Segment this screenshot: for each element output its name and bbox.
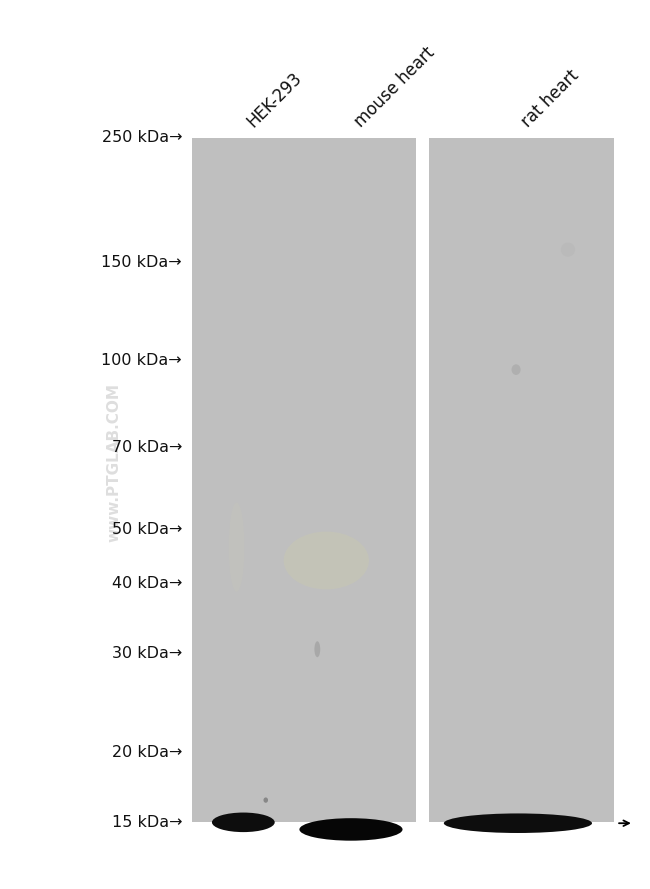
Text: 150 kDa→: 150 kDa→ xyxy=(101,254,182,269)
Text: 20 kDa→: 20 kDa→ xyxy=(112,745,182,760)
Ellipse shape xyxy=(263,797,268,803)
Bar xyxy=(192,138,416,822)
Ellipse shape xyxy=(444,813,592,833)
Ellipse shape xyxy=(512,364,521,375)
Text: 70 kDa→: 70 kDa→ xyxy=(112,440,182,455)
Ellipse shape xyxy=(315,641,320,657)
Text: mouse heart: mouse heart xyxy=(351,44,438,131)
Ellipse shape xyxy=(300,818,402,841)
Text: www.PTGLAB.COM: www.PTGLAB.COM xyxy=(106,383,122,541)
Bar xyxy=(192,138,416,822)
Text: 250 kDa→: 250 kDa→ xyxy=(101,131,182,145)
Text: 15 kDa→: 15 kDa→ xyxy=(112,815,182,829)
Text: rat heart: rat heart xyxy=(518,67,582,131)
Text: HEK-293: HEK-293 xyxy=(243,68,306,131)
Text: 40 kDa→: 40 kDa→ xyxy=(112,576,182,591)
Bar xyxy=(429,138,614,822)
Bar xyxy=(429,138,614,822)
Ellipse shape xyxy=(283,532,369,589)
Ellipse shape xyxy=(455,816,581,825)
Ellipse shape xyxy=(215,814,272,825)
Ellipse shape xyxy=(561,243,575,257)
Text: 50 kDa→: 50 kDa→ xyxy=(112,522,182,537)
Ellipse shape xyxy=(229,502,244,591)
Text: 30 kDa→: 30 kDa→ xyxy=(112,646,182,661)
Ellipse shape xyxy=(307,821,395,832)
Ellipse shape xyxy=(212,813,275,832)
Text: 100 kDa→: 100 kDa→ xyxy=(101,353,182,368)
